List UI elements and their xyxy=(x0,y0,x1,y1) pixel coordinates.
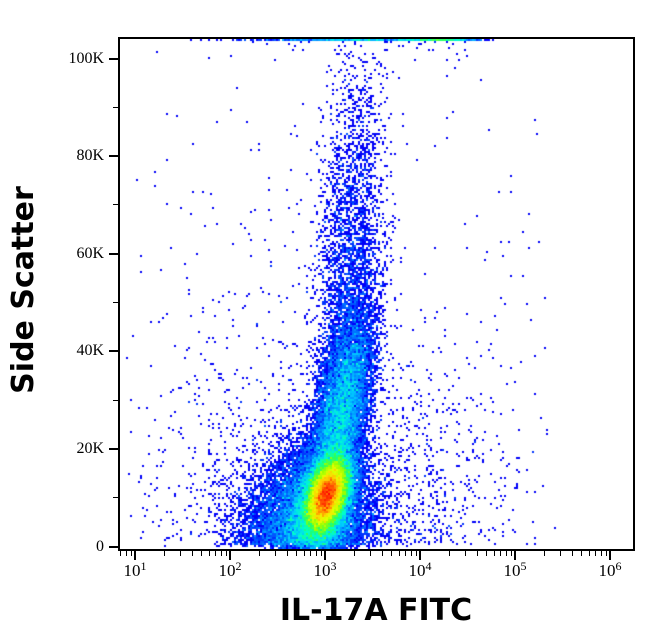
x-minor-tick xyxy=(226,551,227,556)
x-minor-tick xyxy=(209,551,210,556)
x-minor-tick xyxy=(601,551,602,556)
x-minor-tick xyxy=(354,551,355,556)
y-major-tick xyxy=(109,545,118,548)
x-minor-tick xyxy=(120,551,121,556)
x-minor-tick xyxy=(321,551,322,556)
x-major-tick xyxy=(419,551,421,560)
x-minor-tick xyxy=(486,551,487,556)
density-scatter-canvas xyxy=(120,39,633,549)
x-tick-label: 101 xyxy=(123,559,147,580)
x-minor-tick xyxy=(215,551,216,556)
x-minor-tick xyxy=(391,551,392,556)
x-minor-tick xyxy=(180,551,181,556)
x-minor-tick xyxy=(399,551,400,556)
x-major-tick xyxy=(134,551,136,560)
x-major-tick xyxy=(514,551,516,560)
y-major-tick xyxy=(109,57,118,60)
x-minor-tick xyxy=(310,551,311,556)
x-minor-tick xyxy=(449,551,450,556)
x-minor-tick xyxy=(304,551,305,556)
x-minor-tick xyxy=(382,551,383,556)
x-minor-tick xyxy=(589,551,590,556)
x-tick-label: 103 xyxy=(313,559,337,580)
x-minor-tick xyxy=(500,551,501,556)
x-minor-tick xyxy=(192,551,193,556)
x-minor-tick xyxy=(275,551,276,556)
x-axis-title: IL-17A FITC xyxy=(279,593,473,628)
y-major-tick xyxy=(109,155,118,158)
y-minor-tick xyxy=(113,400,118,401)
x-tick-label: 106 xyxy=(598,559,622,580)
y-major-tick xyxy=(109,252,118,255)
x-major-tick xyxy=(609,551,611,560)
x-minor-tick xyxy=(416,551,417,556)
x-minor-tick xyxy=(126,551,127,556)
x-minor-tick xyxy=(494,551,495,556)
x-minor-tick xyxy=(405,551,406,556)
x-minor-tick xyxy=(572,551,573,556)
y-tick-label: 40K xyxy=(76,342,104,360)
x-minor-tick xyxy=(506,551,507,556)
y-tick-label: 80K xyxy=(76,147,104,165)
x-minor-tick xyxy=(581,551,582,556)
x-major-tick xyxy=(324,551,326,560)
y-tick-label: 60K xyxy=(76,244,104,262)
y-axis-title: Side Scatter xyxy=(6,186,41,394)
x-minor-tick xyxy=(131,551,132,556)
x-minor-tick xyxy=(316,551,317,556)
x-minor-tick xyxy=(370,551,371,556)
x-minor-tick xyxy=(259,551,260,556)
x-tick-label: 104 xyxy=(408,559,432,580)
y-tick-label: 0 xyxy=(96,537,104,555)
x-minor-tick xyxy=(221,551,222,556)
x-minor-tick xyxy=(465,551,466,556)
x-minor-tick xyxy=(201,551,202,556)
x-minor-tick xyxy=(560,551,561,556)
y-minor-tick xyxy=(113,302,118,303)
x-minor-tick xyxy=(544,551,545,556)
x-minor-tick xyxy=(287,551,288,556)
y-minor-tick xyxy=(113,204,118,205)
y-minor-tick xyxy=(113,107,118,108)
plot-area xyxy=(118,37,635,551)
y-minor-tick xyxy=(113,497,118,498)
x-major-tick xyxy=(229,551,231,560)
y-tick-label: 20K xyxy=(76,439,104,457)
x-minor-tick xyxy=(511,551,512,556)
x-minor-tick xyxy=(606,551,607,556)
x-minor-tick xyxy=(411,551,412,556)
y-major-tick xyxy=(109,350,118,353)
x-tick-label: 102 xyxy=(218,559,242,580)
x-minor-tick xyxy=(164,551,165,556)
x-tick-label: 105 xyxy=(503,559,527,580)
x-minor-tick xyxy=(595,551,596,556)
y-tick-label: 100K xyxy=(68,49,104,67)
x-minor-tick xyxy=(477,551,478,556)
x-minor-tick xyxy=(296,551,297,556)
y-major-tick xyxy=(109,447,118,450)
